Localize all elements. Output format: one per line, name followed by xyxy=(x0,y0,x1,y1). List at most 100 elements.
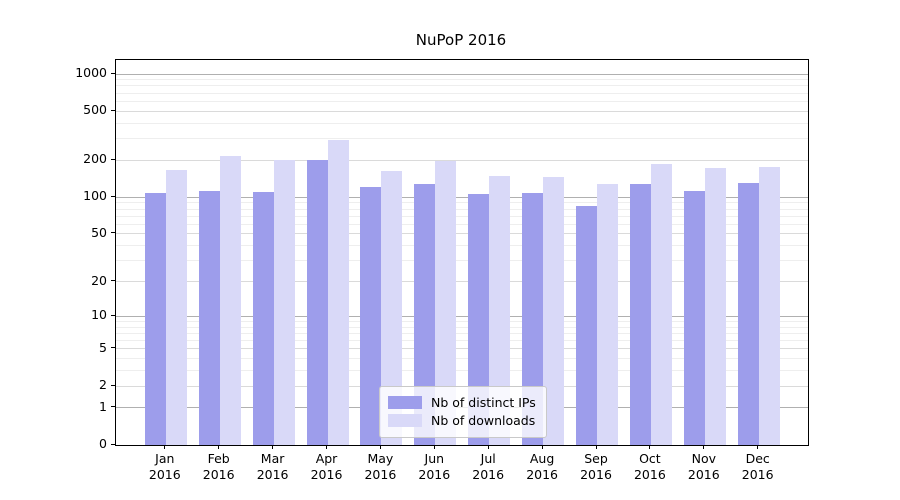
y-tick-label: 2 xyxy=(99,377,107,392)
gridline-minor xyxy=(116,358,808,360)
y-tick-label: 1 xyxy=(99,398,107,414)
gridline-minor xyxy=(116,92,808,94)
x-tick-year: 2016 xyxy=(472,467,505,482)
x-tick-month: Mar xyxy=(260,451,285,466)
x-tick-month: Jun xyxy=(424,451,445,466)
bar-distinct-ips xyxy=(252,192,274,445)
bar-downloads xyxy=(489,176,511,445)
gridline-major xyxy=(116,73,808,75)
gridline-minor xyxy=(116,79,808,81)
x-tick-label: Jul 2016 xyxy=(456,451,520,483)
bar-downloads xyxy=(543,177,565,445)
x-tick-mark xyxy=(272,445,274,449)
gridline xyxy=(116,159,808,161)
x-tick-label: Apr 2016 xyxy=(295,451,359,483)
legend-swatch-distinct-ips xyxy=(388,396,422,409)
y-tick-label: 50 xyxy=(91,224,107,240)
x-tick-label: Nov 2016 xyxy=(672,451,736,483)
x-tick-month: Jul xyxy=(480,451,496,466)
bar-downloads xyxy=(381,170,403,445)
x-tick-label: Dec 2016 xyxy=(726,451,790,483)
bar-downloads xyxy=(219,156,241,445)
bar-distinct-ips xyxy=(629,184,651,445)
gridline-minor xyxy=(116,370,808,372)
bar-distinct-ips xyxy=(306,160,328,445)
bar-distinct-ips xyxy=(683,191,705,445)
bar-distinct-ips xyxy=(360,186,382,445)
y-tick-label: 0 xyxy=(99,436,107,451)
y-tick-mark xyxy=(111,72,115,74)
y-tick-label: 100 xyxy=(83,188,107,204)
gridline-minor xyxy=(116,215,808,217)
x-tick-label: Jan 2016 xyxy=(133,451,197,483)
bar-downloads xyxy=(758,167,780,445)
gridline-minor xyxy=(116,245,808,247)
x-tick-year: 2016 xyxy=(633,467,666,482)
bar-downloads xyxy=(435,161,457,445)
x-tick-mark xyxy=(218,445,220,449)
bar-downloads xyxy=(327,140,349,445)
bar-distinct-ips xyxy=(144,193,166,445)
x-tick-mark xyxy=(703,445,705,449)
y-tick-label: 10 xyxy=(91,307,107,323)
x-tick-year: 2016 xyxy=(256,467,289,482)
x-tick-year: 2016 xyxy=(364,467,397,482)
gridline-minor xyxy=(116,100,808,102)
plot-area: Nb of distinct IPs Nb of downloads xyxy=(115,59,809,446)
x-tick-label: Mar 2016 xyxy=(241,451,305,483)
bar-distinct-ips xyxy=(414,184,436,445)
y-tick-mark xyxy=(111,443,115,445)
x-tick-month: Aug xyxy=(529,451,555,466)
bar-distinct-ips xyxy=(576,206,597,445)
y-tick-mark xyxy=(111,314,115,316)
x-tick-mark xyxy=(487,445,489,449)
x-tick-year: 2016 xyxy=(418,467,451,482)
y-tick-mark xyxy=(111,232,115,234)
legend-item-label: Nb of downloads xyxy=(431,413,536,428)
x-tick-month: May xyxy=(367,451,394,466)
x-tick-month: Sep xyxy=(584,451,608,466)
legend-item: Nb of downloads xyxy=(388,413,536,428)
x-tick-month: Nov xyxy=(691,451,716,466)
x-tick-mark xyxy=(541,445,543,449)
x-tick-mark xyxy=(164,445,166,449)
x-tick-year: 2016 xyxy=(202,467,235,482)
x-tick-mark xyxy=(595,445,597,449)
x-tick-mark xyxy=(379,445,381,449)
gridline-minor xyxy=(116,138,808,140)
gridline xyxy=(116,348,808,350)
x-tick-mark xyxy=(649,445,651,449)
gridline-minor xyxy=(116,202,808,204)
x-tick-mark xyxy=(757,445,759,449)
y-tick-label: 200 xyxy=(83,151,107,167)
bar-distinct-ips xyxy=(737,183,759,445)
x-tick-year: 2016 xyxy=(580,467,612,482)
gridline-major xyxy=(116,315,808,317)
y-tick-mark xyxy=(111,158,115,160)
x-tick-label: Feb 2016 xyxy=(187,451,251,483)
gridline-minor xyxy=(116,326,808,328)
x-tick-label: Oct 2016 xyxy=(618,451,682,483)
x-tick-month: Feb xyxy=(207,451,230,466)
legend: Nb of distinct IPs Nb of downloads xyxy=(379,386,547,438)
y-tick-label: 5 xyxy=(99,339,107,355)
x-tick-month: Dec xyxy=(745,451,770,466)
gridline-minor xyxy=(116,223,808,225)
bar-distinct-ips xyxy=(468,193,490,445)
x-tick-year: 2016 xyxy=(526,467,558,482)
x-tick-year: 2016 xyxy=(310,467,343,482)
bar-distinct-ips xyxy=(198,191,220,445)
y-tick-label: 20 xyxy=(91,272,107,288)
y-tick-mark xyxy=(111,347,115,349)
y-tick-label: 1000 xyxy=(75,65,107,80)
x-tick-mark xyxy=(326,445,327,449)
x-tick-mark xyxy=(433,445,435,449)
y-tick-mark xyxy=(111,384,115,386)
gridline-minor xyxy=(116,122,808,124)
x-tick-year: 2016 xyxy=(148,467,181,482)
y-tick-mark xyxy=(111,280,115,281)
gridline-minor xyxy=(116,260,808,262)
gridline-major xyxy=(116,196,808,198)
chart-title: NuPoP 2016 xyxy=(415,31,507,49)
